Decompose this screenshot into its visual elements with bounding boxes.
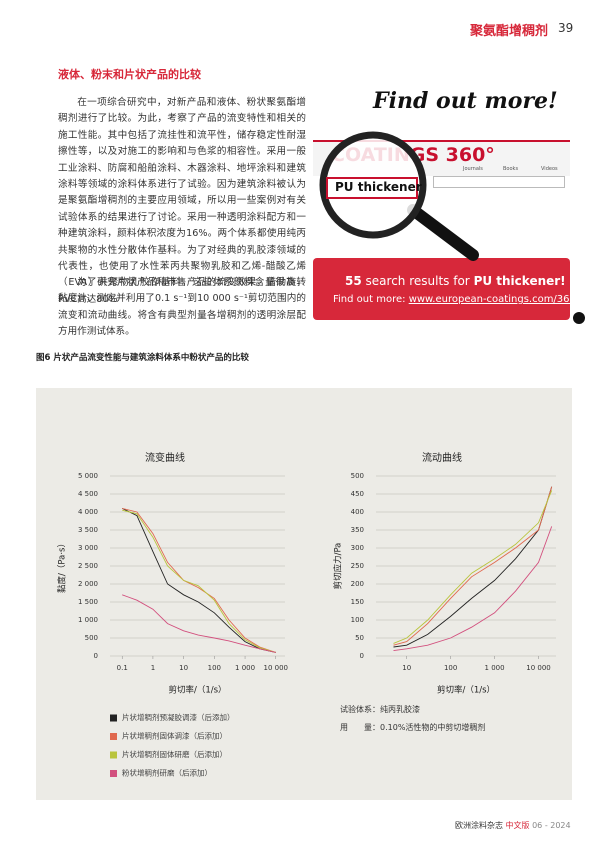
x-tick-label: 1 000 (235, 664, 255, 672)
y-tick-label: 500 (351, 472, 364, 480)
y-tick-label: 500 (85, 634, 98, 642)
series-line (122, 507, 276, 653)
y-tick-label: 250 (351, 562, 364, 570)
result-term: PU thickener! (473, 274, 566, 288)
y-tick-label: 200 (351, 580, 364, 588)
y-axis-label: 黏度/（Pa·s） (57, 539, 68, 593)
x-tick-label: 0.1 (117, 664, 128, 672)
legend-swatch (110, 751, 117, 759)
y-tick-label: 0 (360, 652, 364, 660)
search-box (433, 176, 565, 188)
y-tick-label: 300 (351, 544, 364, 552)
y-tick-label: 3 000 (78, 544, 98, 552)
y-tick-label: 450 (351, 490, 364, 498)
running-title: 聚氨酯增稠剂 (470, 24, 549, 39)
series-line (393, 486, 553, 648)
ad-link-line: Find out more: www.european-coatings.com… (333, 294, 576, 305)
x-tick-label: 10 (179, 664, 188, 672)
ad-nav: Videos (541, 166, 558, 172)
section-heading: 液体、粉末和片状产品的比较 (58, 68, 201, 81)
y-tick-label: 1 000 (78, 616, 98, 624)
y-tick-label: 150 (351, 598, 364, 606)
ad-nav: Books (503, 166, 519, 172)
legend-label: 片状增稠剂固体调漆（后添加） (122, 731, 227, 741)
link[interactable]: www.european-coatings.com/360 (408, 294, 576, 305)
legend-label: 粉状增稠剂研磨（后添加） (122, 768, 212, 778)
x-tick-label: 1 000 (485, 664, 505, 672)
result-count: 55 (345, 274, 362, 288)
x-tick-label: 10 (402, 664, 411, 672)
y-tick-label: 5 000 (78, 472, 98, 480)
test-system: 试验体系：纯丙乳胶漆 (340, 704, 420, 715)
legend-swatch (110, 770, 117, 777)
page-number: 39 (558, 21, 574, 35)
issue: 06 - 2024 (532, 821, 571, 830)
x-axis-label: 剪切率/（1/s） (437, 685, 495, 696)
figure-panel (36, 388, 572, 800)
chart-title: 流动曲线 (422, 451, 462, 464)
series-line (393, 486, 553, 646)
y-tick-label: 0 (94, 652, 98, 660)
ad-results: 55 search results for PU thickener! (345, 274, 566, 288)
legend-label: 片状增稠剂固体研磨（后添加） (122, 749, 227, 759)
result-text: search results for (365, 274, 470, 288)
ad-footer-band (313, 258, 570, 320)
x-tick-label: 1 (151, 664, 155, 672)
series-line (122, 507, 276, 653)
label: 用 量： (340, 723, 380, 732)
legend-swatch (110, 733, 117, 740)
figure-caption: 图6 片状产品流变性能与建筑涂料体系中粉状产品的比较 (36, 353, 249, 363)
series-line (393, 490, 553, 644)
legend-label: 片状增稠剂预凝胶调漆（后添加） (122, 712, 235, 722)
paragraph: 在一项综合研究中，对新产品和液体、粉状聚氨酯增稠剂进行了比较。为此，考察了产品的… (58, 97, 306, 305)
link-label: Find out more: (333, 294, 406, 305)
legend-swatch (110, 714, 117, 722)
series-line (122, 594, 276, 653)
y-tick-label: 1 500 (78, 598, 98, 606)
ad-nav: Journals (463, 166, 483, 172)
dosage: 用 量：0.10%活性物的中剪切增稠剂 (340, 722, 485, 733)
lens-search-term: PU thickener (335, 180, 422, 194)
y-tick-label: 3 500 (78, 526, 98, 534)
series-line (122, 509, 276, 653)
magazine: 欧洲涂料杂志 (455, 821, 503, 830)
y-axis-label: 剪切应力/Pa (333, 543, 344, 590)
next-arrow[interactable] (573, 312, 585, 324)
label: 试验体系： (340, 705, 380, 714)
y-tick-label: 4 000 (78, 508, 98, 516)
lens-search (326, 177, 418, 199)
y-tick-label: 400 (351, 508, 364, 516)
series-line (393, 526, 553, 652)
footer: 欧洲涂料杂志 中文版 06 - 2024 (455, 820, 571, 831)
edition: 中文版 (505, 821, 530, 830)
x-tick-label: 100 (444, 664, 457, 672)
x-axis-label: 剪切率/（1/s） (168, 685, 226, 696)
y-tick-label: 4 500 (78, 490, 98, 498)
x-tick-label: 10 000 (526, 664, 551, 672)
ad-headline: Find out more! (373, 88, 558, 114)
x-tick-label: 100 (208, 664, 221, 672)
chart-title: 流变曲线 (145, 451, 185, 464)
x-tick-label: 10 000 (264, 664, 289, 672)
y-tick-label: 2 000 (78, 580, 98, 588)
y-tick-label: 350 (351, 526, 364, 534)
y-tick-label: 100 (351, 616, 364, 624)
magnifier (319, 131, 585, 324)
y-tick-label: 50 (355, 634, 364, 642)
paragraph: 为了研究片状产品和市售产品的流变效果，借助旋转黏度计、测定并利用了0.1 s⁻¹… (58, 277, 306, 338)
value: 纯丙乳胶漆 (380, 705, 420, 714)
y-tick-label: 2 500 (78, 562, 98, 570)
value: 0.10%活性物的中剪切增稠剂 (380, 723, 486, 732)
magnifier-handle (407, 204, 479, 261)
